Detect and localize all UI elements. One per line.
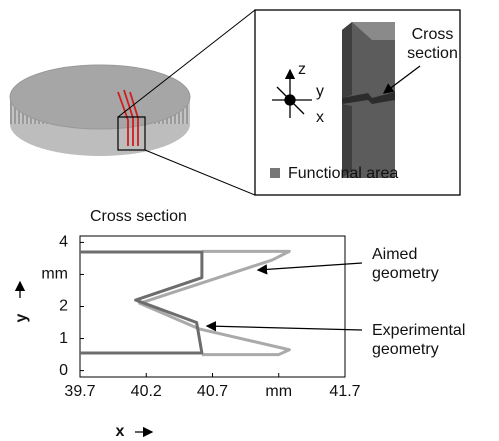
annotation-arrow bbox=[258, 263, 362, 270]
y-tick-label: 4 bbox=[59, 234, 68, 251]
x-tick-label: 39.7 bbox=[64, 383, 95, 400]
series-line bbox=[140, 251, 290, 354]
cross-section-block bbox=[342, 22, 395, 178]
axis-z: z bbox=[298, 61, 306, 78]
zoom-line bbox=[145, 150, 255, 195]
legend-swatch bbox=[270, 168, 280, 178]
chart-title: Cross section bbox=[90, 208, 187, 225]
x-tick-label: 40.2 bbox=[131, 383, 162, 400]
legend-label: Functional area bbox=[288, 165, 398, 182]
annotation: Aimed geometry bbox=[372, 245, 452, 283]
annotation-arrow bbox=[207, 326, 362, 330]
axis-y: y bbox=[316, 83, 324, 100]
y-tick-label: mm bbox=[41, 266, 68, 283]
x-tick-label: 41.7 bbox=[329, 383, 360, 400]
x-axis-title: x bbox=[116, 423, 125, 440]
y-tick-label: 2 bbox=[59, 298, 68, 315]
gear-disc bbox=[10, 65, 190, 156]
y-tick-label: 0 bbox=[59, 362, 68, 379]
axis-x: x bbox=[316, 109, 324, 126]
x-tick-label: mm bbox=[265, 383, 292, 400]
canvas: z y x Functional area Cross section y x … bbox=[0, 0, 499, 441]
series-line bbox=[80, 252, 202, 353]
x-tick-label: 40.7 bbox=[197, 383, 228, 400]
annotation: Experimental geometry bbox=[372, 321, 472, 359]
callout-label: Cross section bbox=[400, 25, 465, 63]
figure: z y x Functional area Cross section y x … bbox=[0, 0, 499, 441]
y-tick-label: 1 bbox=[59, 330, 68, 347]
y-axis-title: y bbox=[13, 313, 30, 322]
